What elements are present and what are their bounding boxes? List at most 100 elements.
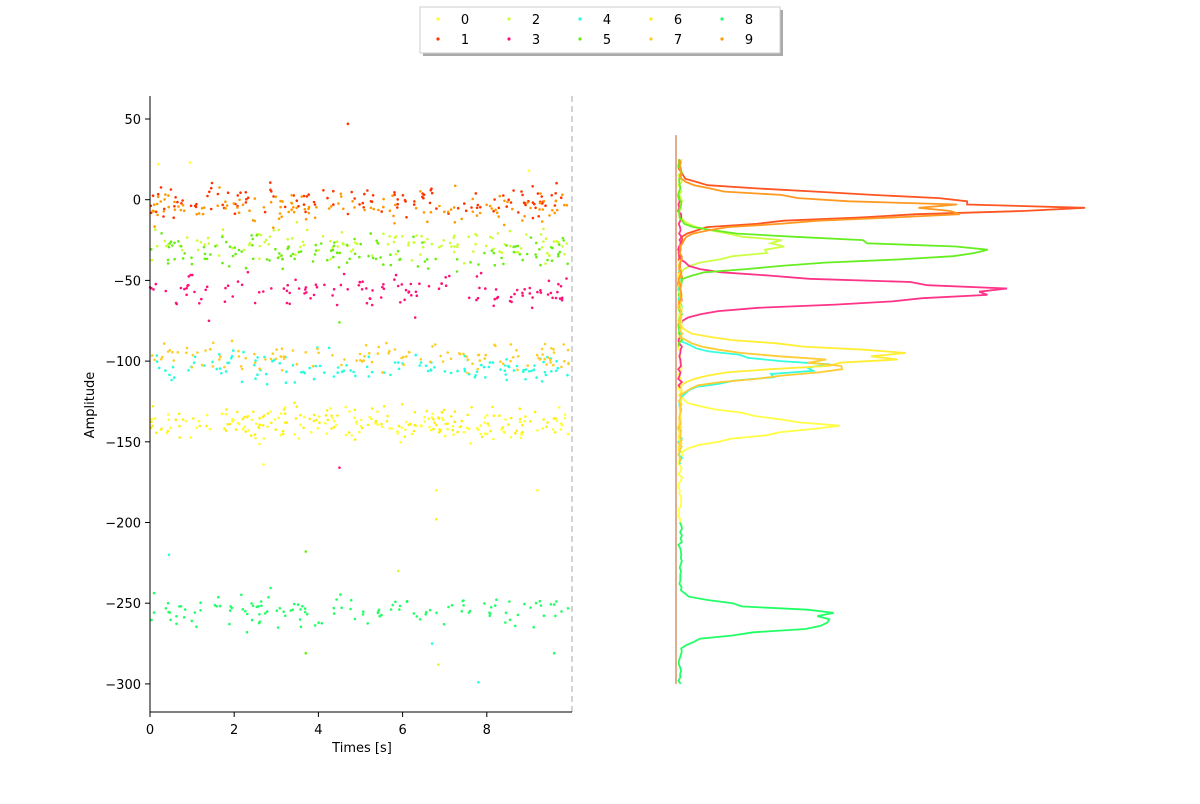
scatter-point-series-3 [484,287,487,290]
scatter-point-series-9 [179,208,183,212]
scatter-point-series-7 [543,342,547,346]
scatter-point-series-7 [393,348,397,351]
scatter-point-series-3 [558,297,562,300]
scatter-point-series-7 [419,358,423,361]
scatter-point-series-8 [289,609,293,612]
x-tick-label: 2 [230,723,238,738]
scatter-point-series-2 [467,235,471,239]
scatter-point-series-3 [467,296,471,300]
scatter-outlier [157,162,160,166]
scatter-point-series-0 [423,416,426,419]
scatter-point-series-9 [329,205,333,208]
scatter-point-series-4 [566,373,569,377]
scatter-point-series-2 [421,245,425,249]
scatter-point-series-5 [179,244,183,248]
scatter-point-series-2 [264,238,268,242]
scatter-point-series-9 [453,221,457,224]
scatter-point-series-4 [308,366,311,370]
scatter-point-series-9 [369,206,373,210]
scatter-point-series-2 [423,240,426,244]
scatter-point-series-5 [329,249,333,252]
scatter-outlier [207,319,211,323]
scatter-point-series-4 [419,361,423,364]
scatter-point-series-7 [537,356,540,360]
scatter-point-series-4 [220,372,223,375]
scatter-point-series-9 [195,213,198,216]
scatter-point-series-8 [493,604,497,607]
scatter-point-series-1 [464,209,468,213]
scatter-point-series-9 [485,203,489,207]
scatter-point-series-4 [443,370,447,373]
scatter-point-series-1 [304,210,307,214]
scatter-point-series-8 [460,610,464,613]
legend-label-1: 1 [461,33,469,48]
scatter-point-series-5 [244,266,248,270]
scatter-point-series-2 [258,244,262,248]
scatter-point-series-8 [245,612,249,616]
scatter-point-series-7 [552,363,555,367]
scatter-point-series-1 [180,202,183,205]
scatter-point-series-0 [431,412,434,416]
scatter-point-series-3 [270,287,273,290]
scatter-point-series-6 [413,423,417,427]
scatter-outlier [338,321,341,324]
scatter-point-series-8 [489,606,493,609]
scatter-point-series-9 [443,210,446,214]
scatter-point-series-3 [154,282,158,286]
scatter-point-series-2 [440,244,443,248]
scatter-point-series-6 [236,410,239,414]
scatter-point-series-3 [174,301,178,305]
scatter-point-series-5 [214,244,217,248]
scatter-point-series-4 [515,364,519,368]
scatter-point-series-2 [491,236,494,240]
scatter-point-series-2 [563,252,566,256]
scatter-point-series-8 [260,604,263,608]
scatter-point-series-8 [263,612,267,615]
scatter-point-series-2 [474,242,477,246]
scatter-point-series-3 [224,286,227,290]
scatter-point-series-4 [345,364,348,367]
scatter-point-series-6 [178,424,181,428]
scatter-point-series-8 [552,603,556,606]
scatter-point-series-7 [550,347,553,350]
scatter-point-series-1 [322,189,325,192]
scatter-point-series-8 [435,611,438,615]
scatter-point-series-9 [542,199,546,203]
scatter-point-series-7 [385,341,388,345]
scatter-point-series-6 [553,431,557,434]
scatter-point-series-2 [370,254,374,257]
scatter-point-series-9 [539,192,542,195]
histogram-line-series-7 [677,268,844,463]
scatter-point-series-6 [283,412,287,415]
scatter-point-series-9 [237,211,241,214]
scatter-point-series-2 [180,248,184,252]
scatter-point-series-5 [483,251,486,255]
scatter-point-series-6 [155,431,158,435]
scatter-point-series-2 [430,242,434,246]
scatter-point-series-3 [294,278,297,282]
scatter-point-series-9 [452,206,456,209]
scatter-point-series-1 [236,194,240,197]
scatter-point-series-6 [466,413,470,417]
scatter-point-series-0 [205,413,209,417]
scatter-point-series-0 [442,418,445,422]
scatter-point-series-0 [353,416,356,420]
scatter-point-series-0 [329,407,332,410]
scatter-point-series-5 [434,257,438,261]
scatter-point-series-8 [303,607,307,610]
scatter-point-series-3 [246,270,250,274]
scatter-point-series-7 [509,359,512,363]
scatter-point-series-9 [152,203,156,206]
scatter-point-series-5 [160,232,163,235]
scatter-point-series-1 [492,209,495,213]
scatter-point-series-9 [238,198,241,202]
scatter-point-series-2 [544,237,548,240]
scatter-point-series-9 [163,198,166,201]
scatter-point-series-0 [153,417,157,420]
scatter-point-series-0 [358,430,361,434]
scatter-point-series-7 [171,350,174,354]
scatter-point-series-4 [211,360,214,364]
scatter-point-series-2 [456,245,459,249]
scatter-point-series-0 [167,418,171,421]
